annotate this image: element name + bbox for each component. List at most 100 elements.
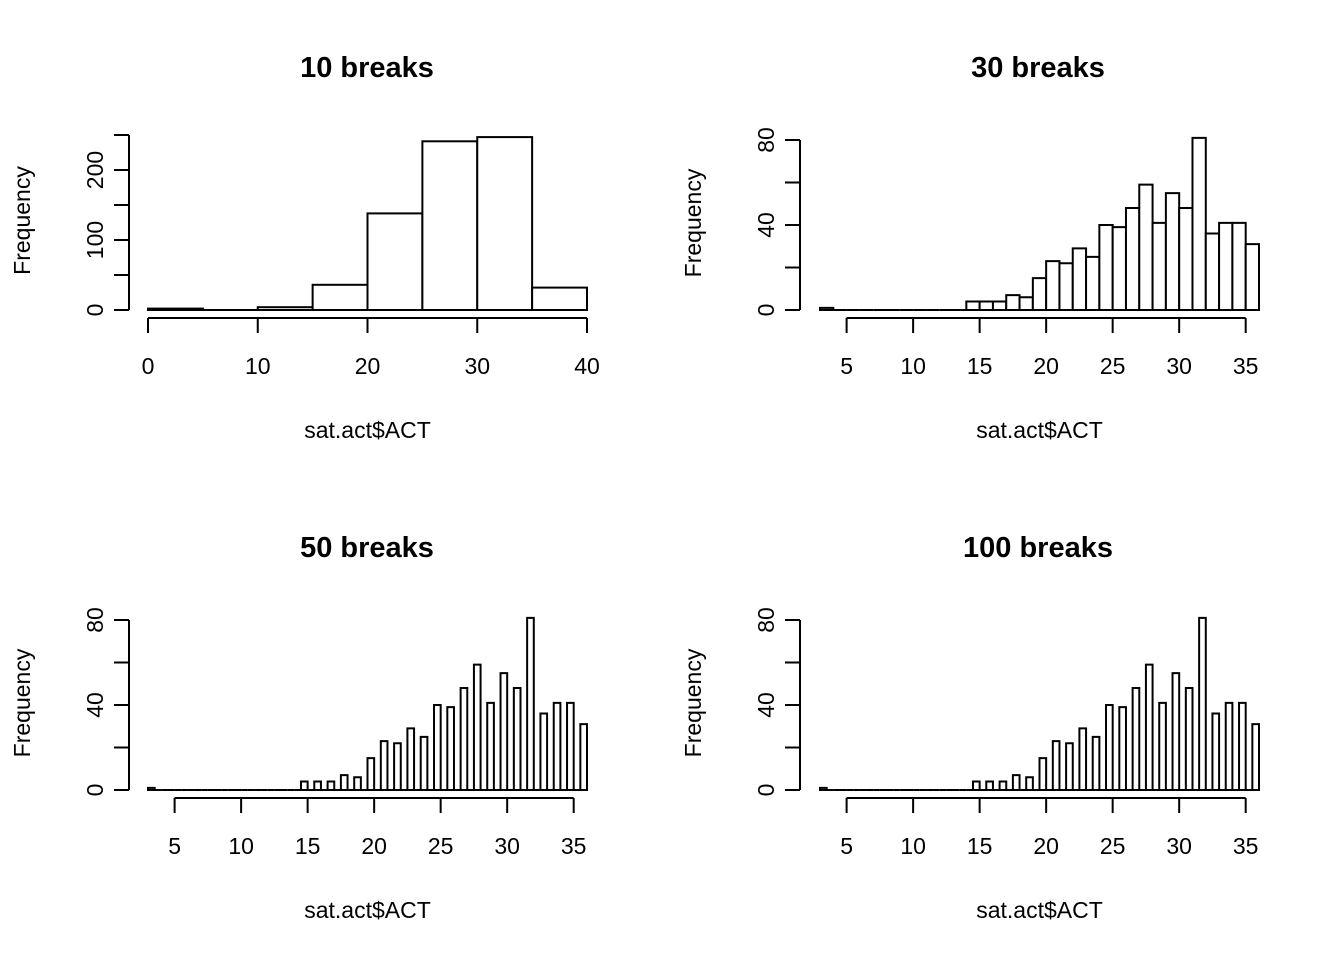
x-tick-label: 10 — [228, 833, 254, 859]
histogram-bar — [147, 786, 156, 791]
histogram-bar — [512, 687, 522, 791]
histogram-bar — [1144, 663, 1154, 791]
histogram-bar — [985, 780, 994, 791]
histogram-bar — [539, 712, 549, 791]
y-tick-label: 0 — [82, 304, 108, 317]
y-tick-label: 80 — [82, 607, 108, 633]
histogram-bar — [1071, 247, 1088, 311]
x-axis-label: sat.act$ACT — [976, 417, 1103, 443]
histogram-bar — [1018, 296, 1034, 311]
chart-title: 50 breaks — [300, 532, 434, 564]
histogram-bar — [819, 306, 835, 311]
histogram-bar — [1204, 232, 1221, 311]
x-tick-label: 30 — [1166, 353, 1192, 379]
x-axis-label: sat.act$ACT — [304, 417, 431, 443]
histogram-bar — [366, 757, 376, 791]
histogram-bar — [566, 701, 575, 791]
chart-title: 30 breaks — [971, 52, 1105, 84]
histogram-bar — [552, 701, 562, 791]
histogram-bar — [998, 780, 1008, 791]
x-tick-label: 5 — [840, 353, 853, 379]
y-tick-label: 80 — [753, 127, 779, 153]
histogram-bar — [446, 706, 455, 791]
histogram-bar — [1138, 183, 1154, 311]
histogram-bar — [1105, 704, 1114, 791]
histogram-bar — [1091, 735, 1101, 791]
y-tick-label: 0 — [82, 784, 108, 797]
histogram-bar — [1118, 706, 1127, 791]
histogram-bar — [1051, 740, 1061, 791]
x-tick-label: 5 — [168, 833, 181, 859]
histogram-panel-2: 30 breaks 5 10 15 20 25 30 35 0 40 80 sat.act$ACT Fr… — [680, 52, 1261, 443]
chart-title: 100 breaks — [963, 532, 1113, 564]
histogram-bar — [1124, 207, 1141, 311]
histogram-bar — [1244, 243, 1261, 311]
y-axis-label: Frequency — [9, 166, 35, 275]
histogram-bar — [1171, 672, 1181, 791]
histogram-bar — [1211, 712, 1221, 791]
histogram-bar — [459, 687, 469, 791]
x-tick-label: 20 — [1033, 353, 1059, 379]
y-tick-label: 40 — [753, 692, 779, 718]
x-tick-label: 25 — [1100, 353, 1126, 379]
x-tick-label: 20 — [355, 353, 381, 379]
histogram-bar — [965, 300, 981, 311]
x-tick-label: 25 — [428, 833, 454, 859]
histogram-bar — [1005, 294, 1021, 311]
histogram-bar — [486, 701, 495, 791]
histogram-bar — [147, 307, 204, 312]
histogram-bar — [353, 776, 362, 791]
histogram-panel-3: 50 breaks 5 10 15 20 25 30 35 0 40 80 sat.act$ACT Fr… — [9, 532, 589, 923]
histogram-bar — [1098, 224, 1114, 311]
histogram-bar — [472, 663, 482, 791]
x-tick-label: 5 — [840, 833, 853, 859]
histogram-bar — [299, 780, 309, 791]
histogram-bar — [433, 704, 442, 791]
histogram-bar — [326, 780, 336, 791]
x-tick-label: 15 — [295, 833, 321, 859]
histogram-bar — [421, 140, 479, 311]
y-tick-label: 200 — [82, 151, 108, 189]
histogram-panel-1: 10 breaks 0 10 20 30 40 0 100 200 sat.act$ACT Freq… — [9, 52, 600, 443]
histogram-bar — [819, 786, 828, 791]
histogram-bar — [339, 774, 349, 791]
x-axis-label: sat.act$ACT — [304, 897, 431, 923]
histogram-bar — [1025, 776, 1034, 791]
x-tick-label: 20 — [361, 833, 387, 859]
histogram-bar — [311, 283, 369, 311]
x-tick-label: 0 — [142, 353, 155, 379]
x-tick-label: 25 — [1100, 833, 1126, 859]
histogram-bar — [366, 212, 424, 311]
histogram-bar — [1231, 221, 1247, 311]
y-tick-label: 40 — [82, 692, 108, 718]
chart-title: 10 breaks — [300, 52, 434, 84]
histogram-bar — [419, 735, 429, 791]
histogram-bar — [1164, 192, 1181, 311]
x-tick-label: 35 — [561, 833, 587, 859]
histogram-bar — [1111, 226, 1127, 311]
histogram-bar — [1184, 687, 1194, 791]
histogram-bar — [1238, 701, 1247, 791]
histogram-bar — [1078, 727, 1088, 791]
x-tick-label: 10 — [245, 353, 271, 379]
x-tick-label: 15 — [967, 353, 993, 379]
histogram-bar — [1191, 136, 1207, 311]
histogram-bar — [1045, 260, 1061, 311]
x-tick-label: 10 — [900, 353, 926, 379]
histogram-bar — [526, 616, 535, 791]
histogram-bar — [499, 672, 509, 791]
histogram-bar — [476, 136, 534, 311]
histogram-bar — [531, 286, 588, 312]
histogram-bar — [1158, 701, 1167, 791]
x-tick-label: 40 — [574, 353, 600, 379]
histogram-bar — [1011, 774, 1021, 791]
histogram-bar — [1198, 616, 1207, 791]
histogram-bar — [971, 780, 981, 791]
histogram-bar — [1224, 701, 1234, 791]
x-tick-label: 30 — [494, 833, 520, 859]
histogram-bar — [379, 740, 389, 791]
y-axis-label: Frequency — [9, 648, 35, 757]
y-tick-label: 0 — [753, 784, 779, 797]
histogram-bar — [978, 300, 994, 311]
